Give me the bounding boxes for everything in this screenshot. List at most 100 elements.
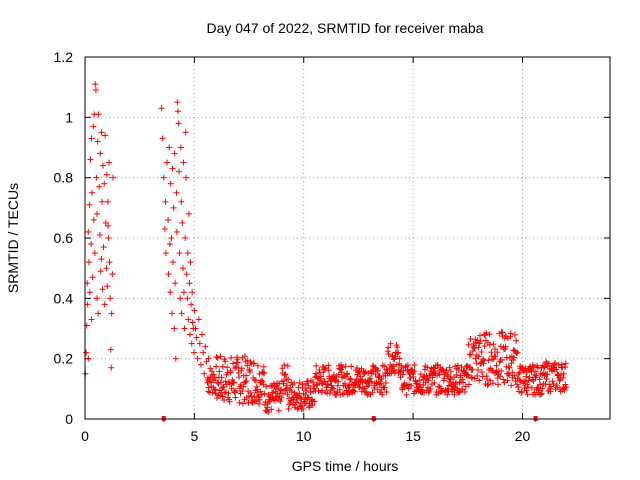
data-point [281,361,288,368]
data-point [184,295,191,302]
data-point [365,382,372,389]
data-point [530,363,537,370]
data-point [203,358,210,365]
data-point [232,387,239,394]
data-point [108,310,115,317]
data-point [250,360,257,367]
data-point [378,389,385,396]
data-point [261,390,268,397]
data-point [507,330,514,337]
data-point [187,331,193,338]
data-point [84,301,91,308]
data-point [90,216,97,223]
data-point [95,111,102,118]
data-point [351,388,358,395]
data-point [284,391,291,398]
data-point [374,367,381,374]
x-axis-title: GPS time / hours [292,458,399,474]
data-point [514,349,521,356]
data-point [410,373,417,380]
data-point [91,250,98,257]
data-point [221,397,228,404]
data-point [254,386,261,393]
y-tick-label: 0.2 [54,351,74,367]
data-point [481,342,488,349]
data-point [466,351,473,358]
data-point [506,372,513,379]
data-point [222,378,229,385]
data-point [243,378,250,385]
data-point [505,363,512,370]
data-point [92,81,99,88]
data-point [245,393,252,400]
data-point [343,373,350,380]
data-point [529,376,536,383]
data-point [248,392,255,399]
data-point [173,228,180,235]
data-point [179,219,186,226]
data-point [474,372,481,379]
data-point [205,355,212,362]
data-point [324,381,331,388]
data-point [181,325,188,332]
data-point [387,340,394,347]
data-point [244,357,251,364]
data-point [159,135,166,142]
data-point [281,371,288,378]
data-point [174,108,181,115]
data-point [265,409,272,416]
data-point [322,365,329,372]
data-point [408,382,415,389]
data-point [164,159,171,166]
data-point [167,180,174,187]
data-point [182,129,189,136]
data-point [160,174,167,181]
data-point [302,400,309,407]
data-point [485,357,492,364]
data-point [187,259,194,266]
data-point [190,349,197,356]
data-point [555,372,562,379]
data-point [291,379,298,386]
data-point [505,370,512,377]
data-point [162,250,169,257]
data-point [368,378,375,385]
data-point [162,198,169,205]
data-point [213,354,220,361]
data-point [85,259,92,266]
data-point [444,391,451,398]
data-point [552,359,559,366]
data-point [201,370,208,377]
data-point [97,150,104,157]
data-point [86,201,93,208]
data-point [238,365,245,372]
data-point [495,381,502,388]
data-point [239,388,246,395]
data-point [539,385,546,392]
data-point [355,369,362,376]
data-point [474,337,481,344]
data-point [509,369,516,376]
data-point [500,376,507,383]
data-point [227,369,234,376]
data-point [382,379,389,386]
data-point [220,384,227,391]
data-point [471,345,478,352]
data-point [102,219,109,226]
data-point [168,235,175,241]
data-point [524,391,531,398]
data-point [508,360,515,367]
data-point [562,364,569,371]
data-point [178,310,185,317]
data-point [170,204,177,211]
data-point [429,374,436,381]
data-point [476,332,483,339]
data-point [236,374,242,381]
data-point [165,216,172,223]
data-point [184,250,191,257]
data-point [214,354,221,361]
data-point [477,338,484,345]
data-point [501,379,508,386]
data-point [306,402,313,409]
data-point [192,325,199,332]
